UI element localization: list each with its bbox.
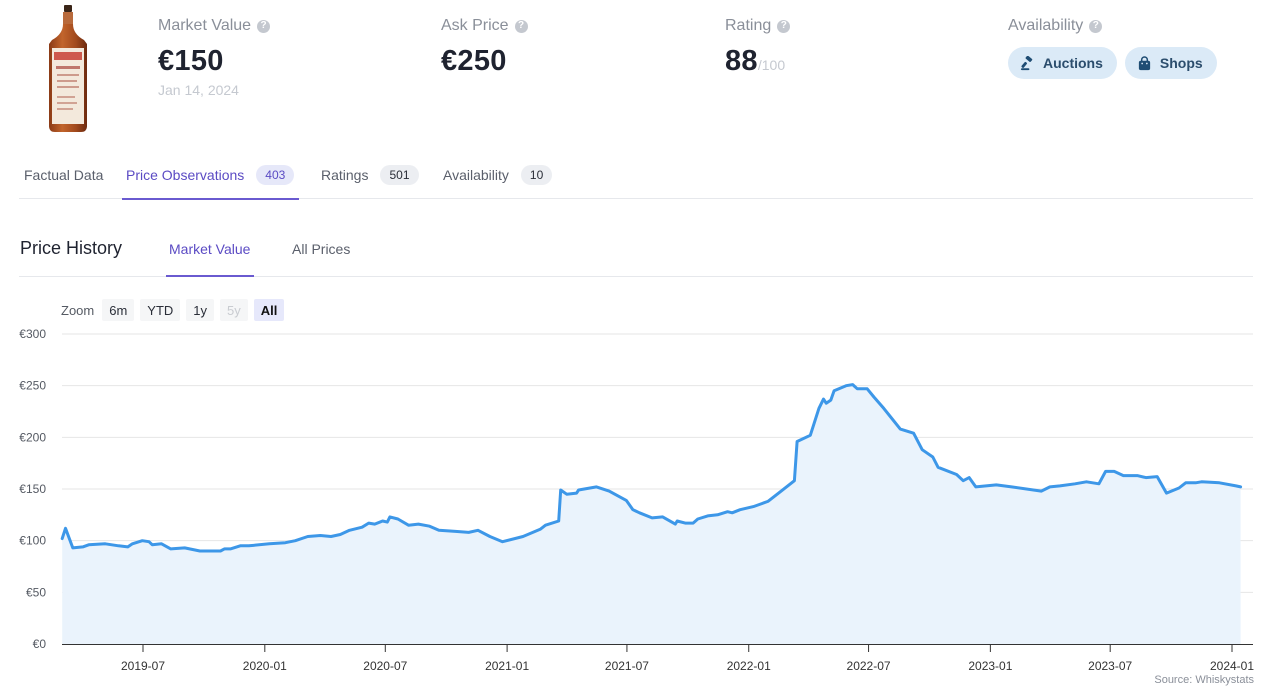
- zoom-ytd-button[interactable]: YTD: [140, 299, 181, 321]
- shops-button[interactable]: Shops: [1124, 47, 1217, 79]
- y-tick-label: €150: [19, 482, 46, 496]
- help-icon[interactable]: ?: [257, 19, 271, 33]
- help-icon[interactable]: ?: [1089, 19, 1103, 33]
- count-badge: 403: [256, 164, 295, 185]
- x-tick-label: 2021-01: [485, 659, 529, 673]
- zoom-all-button[interactable]: All: [253, 299, 285, 321]
- ask-price-value: €250: [441, 45, 507, 77]
- tab-availability[interactable]: Availability 10: [443, 150, 553, 199]
- y-tick-label: €50: [26, 585, 46, 599]
- y-tick-label: €100: [19, 534, 46, 548]
- x-tick-label: 2021-07: [605, 659, 649, 673]
- price-area: [62, 384, 1241, 644]
- rating-max: /100: [757, 57, 786, 73]
- tab-label: Price Observations: [126, 166, 245, 183]
- rating-stat: Rating ? 88/100: [725, 16, 791, 80]
- availability-label: Availability: [1008, 17, 1084, 34]
- zoom-1y-button[interactable]: 1y: [186, 299, 215, 321]
- x-tick-label: 2023-01: [968, 659, 1012, 673]
- market-value-label: Market Value: [158, 17, 252, 34]
- bottle-image: [49, 5, 87, 132]
- x-tick-label: 2020-01: [243, 659, 287, 673]
- x-tick-label: 2019-07: [121, 659, 165, 673]
- shops-label: Shops: [1159, 55, 1203, 71]
- market-value-date: Jan 14, 2024: [158, 82, 239, 98]
- tab-price-observations[interactable]: Price Observations 403: [121, 150, 300, 200]
- price-history-title: Price History: [20, 238, 123, 258]
- help-icon[interactable]: ?: [777, 19, 791, 33]
- tab-market-value[interactable]: Market Value: [165, 241, 255, 277]
- shopping-bag-icon: [1138, 55, 1151, 70]
- x-tick-label: 2022-01: [727, 659, 771, 673]
- x-tick-label: 2022-07: [847, 659, 891, 673]
- market-value-stat: Market Value ? €150 Jan 14, 2024: [158, 16, 271, 98]
- y-tick-label: €0: [33, 637, 47, 651]
- y-tick-label: €200: [19, 430, 46, 444]
- price-line: [60, 383, 1243, 553]
- price-history-chart: €0 €50 €100 €150 €200 €250 €300 2019-07 2020-01 2…: [19, 327, 1254, 673]
- count-badge: 10: [520, 164, 553, 185]
- rating-value: 88: [725, 45, 758, 77]
- y-tick-label: €300: [19, 327, 46, 341]
- rating-label: Rating: [725, 17, 772, 34]
- auctions-button[interactable]: Auctions: [1008, 47, 1117, 79]
- auctions-label: Auctions: [1043, 55, 1103, 71]
- x-tick-label: 2023-07: [1088, 659, 1132, 673]
- count-badge: 501: [380, 164, 419, 185]
- tab-factual-data[interactable]: Factual Data: [24, 150, 103, 199]
- tab-label: Ratings: [321, 166, 369, 183]
- zoom-label: Zoom: [61, 302, 95, 318]
- help-icon[interactable]: ?: [514, 19, 528, 33]
- tab-label: Availability: [443, 166, 509, 183]
- tab-ratings[interactable]: Ratings 501: [321, 150, 419, 199]
- y-tick-label: €250: [19, 379, 46, 393]
- gavel-icon: [1020, 55, 1033, 70]
- zoom-5y-button[interactable]: 5y: [220, 299, 248, 321]
- market-value: €150: [158, 45, 224, 77]
- price-history-header: Price History Market Value All Prices: [19, 227, 1253, 277]
- availability-stat: Availability ? Auctions Shops: [1008, 16, 1217, 79]
- detail-tabs: Factual Data Price Observations 403 Rati…: [19, 150, 1253, 200]
- chart-source-credit: Source: Whiskystats: [1154, 674, 1254, 686]
- ask-price-stat: Ask Price ? €250: [441, 16, 528, 76]
- zoom-6m-button[interactable]: 6m: [102, 299, 135, 321]
- zoom-controls: Zoom 6m YTD 1y 5y All: [61, 299, 285, 321]
- ask-price-label: Ask Price: [441, 17, 509, 34]
- tab-all-prices[interactable]: All Prices: [292, 241, 351, 257]
- x-tick-label: 2020-07: [363, 659, 407, 673]
- tab-label: Factual Data: [24, 166, 104, 183]
- x-tick-label: 2024-01: [1210, 659, 1254, 673]
